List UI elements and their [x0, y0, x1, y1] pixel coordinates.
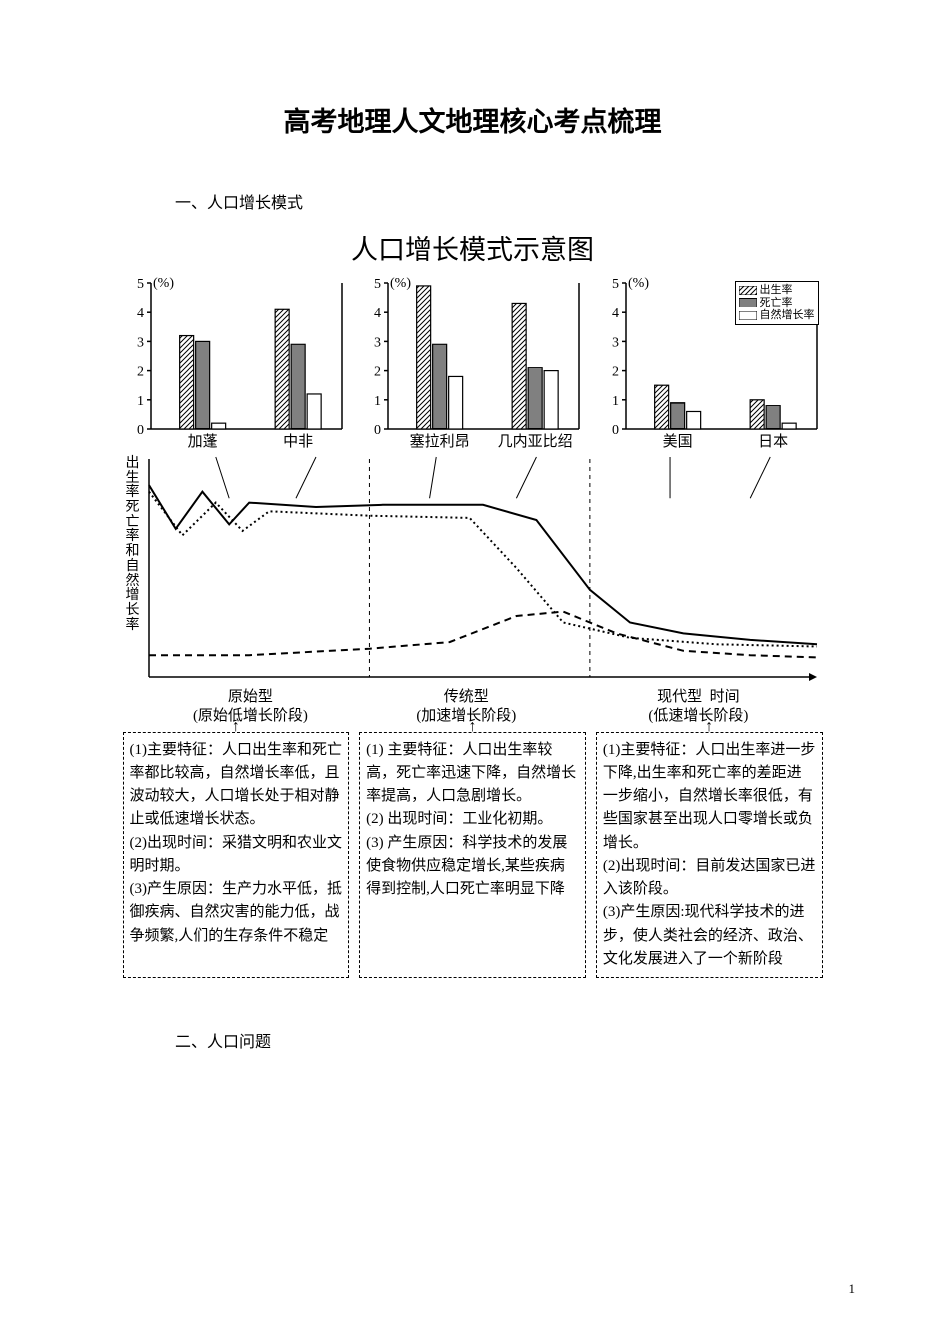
stage-sub: (低速增长阶段): [574, 707, 822, 726]
svg-text:4: 4: [374, 306, 381, 321]
stage-sub: (加速增长阶段): [358, 707, 574, 726]
svg-text:美国: 美国: [662, 433, 692, 450]
svg-text:4: 4: [612, 306, 619, 321]
transition-curve: 出生率死亡率和自然增长率: [123, 453, 823, 688]
stage-label: 原始型(原始低增长阶段): [143, 688, 359, 726]
svg-text:(%): (%): [153, 276, 174, 291]
up-arrow-icon: ↑: [469, 715, 477, 740]
svg-text:(%): (%): [390, 276, 411, 291]
stage-labels: 原始型(原始低增长阶段)传统型(加速增长阶段)现代型 时间(低速增长阶段): [143, 688, 823, 726]
svg-text:5: 5: [374, 277, 381, 292]
page-number: 1: [849, 1281, 856, 1297]
svg-text:0: 0: [612, 423, 619, 438]
svg-text:1: 1: [374, 394, 381, 409]
legend-label: 出生率: [760, 284, 793, 297]
stage-name: 现代型 时间: [574, 688, 822, 707]
legend-swatch: [739, 311, 757, 320]
svg-text:几内亚比绍: 几内亚比绍: [498, 433, 573, 450]
svg-text:中非: 中非: [283, 433, 313, 450]
stage-name: 传统型: [358, 688, 574, 707]
svg-text:3: 3: [137, 335, 144, 350]
legend-item: 自然增长率: [739, 309, 815, 322]
description-box: ↑(1) 主要特征：人口出生率较高，死亡率迅速下降，自然增长率提高，人口急剧增长…: [359, 732, 586, 979]
stage-name: 原始型: [143, 688, 359, 707]
description-text: (1) 主要特征：人口出生率较高，死亡率迅速下降，自然增长率提高，人口急剧增长。…: [366, 739, 579, 902]
bar-panel: 0 1 2 3 4 5 (%) 美国 日本 出生率死亡率自然增长率: [598, 275, 823, 453]
svg-text:塞拉利昂: 塞拉利昂: [410, 432, 470, 450]
legend-swatch: [739, 298, 757, 307]
page-title: 高考地理人文地理核心考点梳理: [90, 100, 855, 139]
up-arrow-icon: ↑: [705, 715, 713, 740]
bar-chart-row: 0 1 2 3 4 5 (%) 加蓬 中非 0 1 2 3 4 5 (%) 塞拉利昂 几内亚比绍 0 1 2 3 4 5 (…: [123, 275, 823, 453]
curve-ylabel: 出生率死亡率和自然增长率: [123, 453, 143, 688]
bar-panel-1: 0 1 2 3 4 5 (%) 塞拉利昂 几内亚比绍: [360, 275, 585, 453]
page: 高考地理人文地理核心考点梳理 一、人口增长模式 人口增长模式示意图 0 1 2 3 4 5…: [0, 0, 945, 1337]
svg-text:2: 2: [374, 365, 381, 380]
legend-item: 出生率: [739, 284, 815, 297]
population-diagram: 人口增长模式示意图 0 1 2 3 4 5 (%) 加蓬 中非 0 1 2 3 4 5 (%) 塞拉利昂 几内亚…: [123, 228, 823, 978]
legend: 出生率死亡率自然增长率: [735, 281, 819, 325]
svg-text:3: 3: [612, 335, 619, 350]
svg-text:2: 2: [137, 365, 144, 380]
curve-svg: [143, 453, 823, 683]
svg-text:1: 1: [137, 394, 144, 409]
stage-label: 现代型 时间(低速增长阶段): [574, 688, 822, 726]
bar-panel: 0 1 2 3 4 5 (%) 塞拉利昂 几内亚比绍: [360, 275, 585, 453]
svg-text:0: 0: [137, 423, 144, 438]
up-arrow-icon: ↑: [232, 715, 240, 740]
section-2-heading: 二、人口问题: [175, 1028, 855, 1052]
bar-panel: 0 1 2 3 4 5 (%) 加蓬 中非: [123, 275, 348, 453]
description-box: ↑(1)主要特征：人口出生率和死亡率都比较高，自然增长率低，且波动较大，人口增长…: [123, 732, 350, 979]
description-text: (1)主要特征：人口出生率和死亡率都比较高，自然增长率低，且波动较大，人口增长处…: [130, 739, 343, 948]
legend-label: 自然增长率: [760, 309, 815, 322]
svg-text:(%): (%): [628, 276, 649, 291]
svg-text:5: 5: [612, 277, 619, 292]
svg-text:5: 5: [137, 277, 144, 292]
legend-label: 死亡率: [760, 297, 793, 310]
svg-text:2: 2: [612, 365, 619, 380]
svg-text:0: 0: [374, 423, 381, 438]
time-axis-label: 时间: [710, 689, 740, 705]
legend-item: 死亡率: [739, 297, 815, 310]
svg-text:加蓬: 加蓬: [187, 433, 217, 450]
svg-text:3: 3: [374, 335, 381, 350]
description-row: ↑(1)主要特征：人口出生率和死亡率都比较高，自然增长率低，且波动较大，人口增长…: [123, 732, 823, 979]
svg-text:1: 1: [612, 394, 619, 409]
legend-swatch: [739, 286, 757, 295]
stage-sub: (原始低增长阶段): [143, 707, 359, 726]
diagram-title: 人口增长模式示意图: [123, 228, 823, 267]
section-1-heading: 一、人口增长模式: [175, 189, 855, 213]
svg-text:4: 4: [137, 306, 144, 321]
svg-text:日本: 日本: [758, 433, 788, 450]
bar-panel-0: 0 1 2 3 4 5 (%) 加蓬 中非: [123, 275, 348, 453]
description-box: ↑(1)主要特征：人口出生率进一步下降,出生率和死亡率的差距进一步缩小，自然增长…: [596, 732, 823, 979]
stage-label: 传统型(加速增长阶段): [358, 688, 574, 726]
description-text: (1)主要特征：人口出生率进一步下降,出生率和死亡率的差距进一步缩小，自然增长率…: [603, 739, 816, 972]
